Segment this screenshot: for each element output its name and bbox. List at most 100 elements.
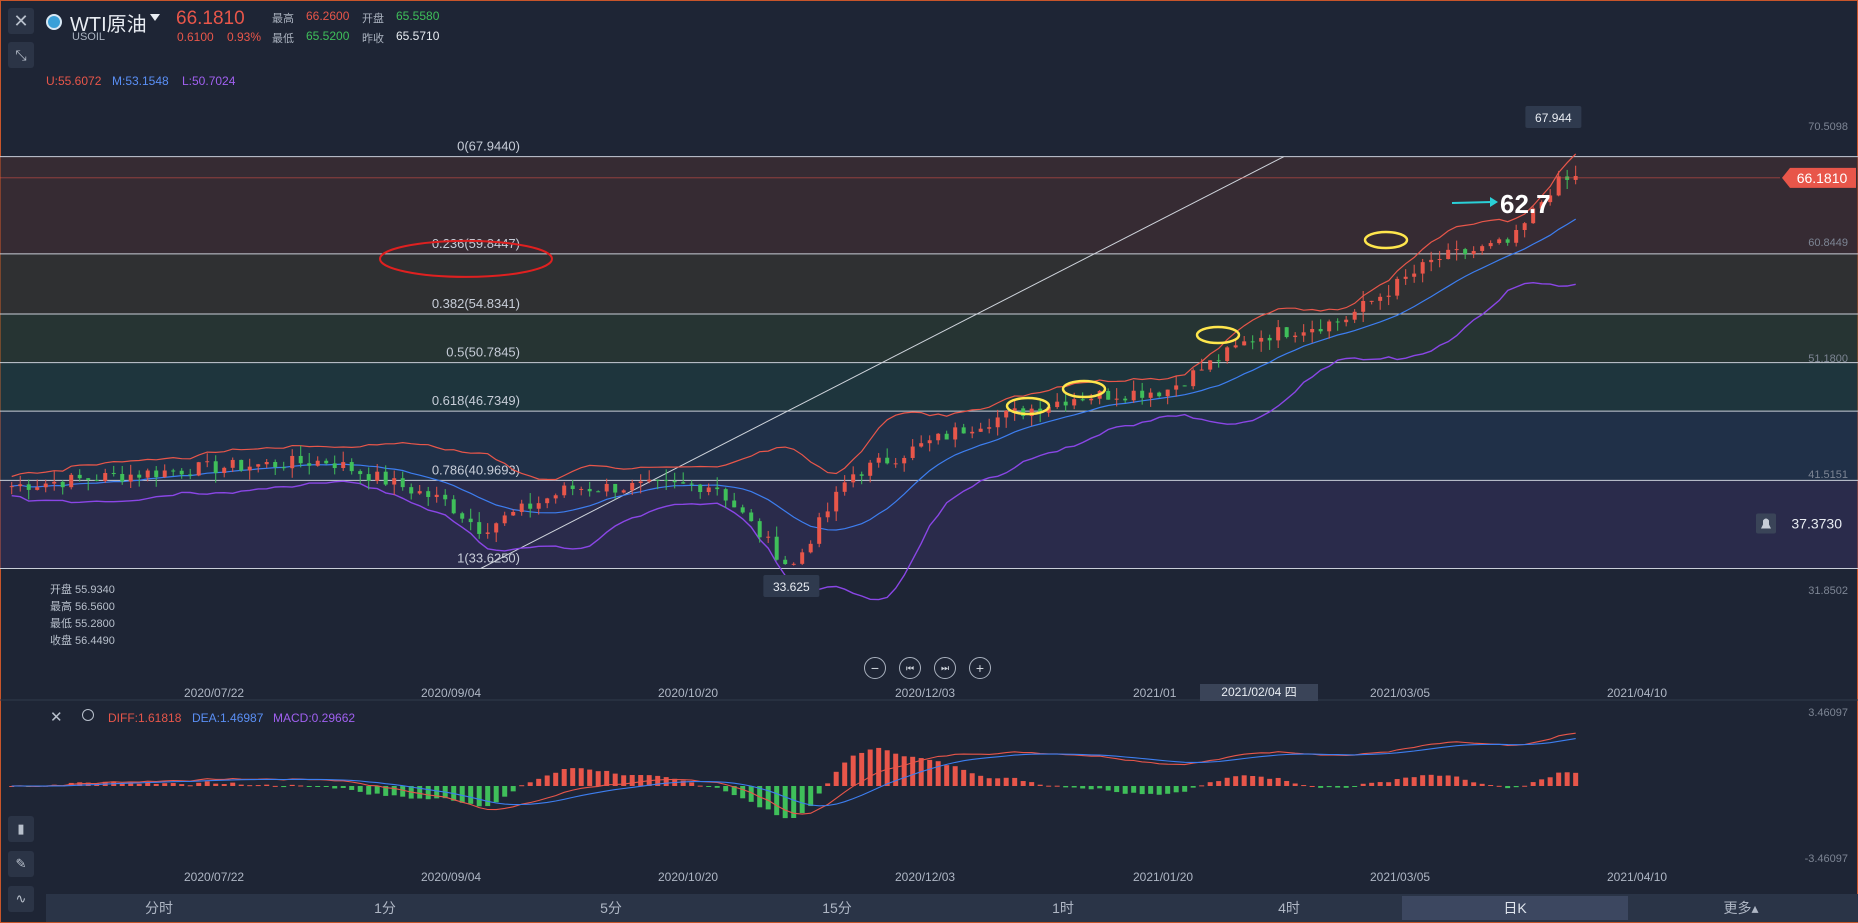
candle [1276,327,1281,341]
macd-bar [706,786,712,787]
fib-label: 0.618(46.7349) [432,393,520,408]
macd-bar [1012,777,1018,786]
candle [587,488,592,492]
macd-bar [340,786,346,788]
chevron-down-icon[interactable] [150,14,160,21]
candle [324,460,329,464]
macd-bar [680,780,686,786]
macd-bar [1539,779,1545,786]
macd-bar [1122,786,1128,794]
candle [698,484,703,493]
macd-bar [995,778,1001,786]
candle [205,461,210,463]
macd-bar [502,786,508,797]
close-icon[interactable]: ✕ [8,8,34,34]
candle [893,463,898,465]
macd-bar [1029,782,1035,786]
candle [35,487,40,490]
macd-bar [1224,777,1230,786]
ohlc-close: 收盘 56.4490 [50,635,115,647]
fib-label: 0.5(50.7845) [446,345,520,360]
tab-4h[interactable]: 4时 [1278,900,1300,916]
macd-bar [1564,772,1570,786]
macd-bar [357,786,363,792]
zoom-out-icon[interactable]: − [864,657,886,679]
candle [86,478,91,480]
macd-bar [1530,782,1536,786]
symbol-title[interactable]: WTI原油 [70,14,147,36]
candle [1420,262,1425,274]
tab-1m[interactable]: 1分 [374,900,396,916]
macd-bar [1063,786,1069,788]
macd-bar [519,785,525,787]
fib-label: 0(67.9440) [457,139,520,154]
candle [222,467,227,473]
macd-bar [748,786,754,802]
tab-15m[interactable]: 15分 [822,900,852,916]
candle [961,427,966,434]
candle [995,417,1000,428]
macd-bar [476,786,482,807]
candle [562,485,567,496]
jump-end-icon[interactable]: ⏭ [934,657,956,679]
jump-start-icon[interactable]: ⏮ [899,657,921,679]
macd-bar [1462,779,1468,786]
settings-icon[interactable] [82,709,94,721]
macd-bar [1309,785,1315,787]
candle [392,478,397,485]
boll-middle: M:53.1548 [112,74,169,88]
indicator-tool-icon[interactable]: ∿ [8,886,34,912]
highlight-ellipse [1363,230,1409,250]
macd-bar [162,783,168,786]
price-change-pct: 0.93% [227,30,262,44]
collapse-icon[interactable]: ⤡ [8,42,34,68]
candle [655,479,660,481]
close-icon[interactable]: ✕ [50,709,63,726]
tab-more[interactable]: 更多▴ [1723,900,1759,916]
candle [1556,176,1561,196]
candle [1233,345,1238,348]
macd-bar [1488,785,1494,787]
macd-bar [553,772,559,786]
candle [1463,249,1468,255]
macd-bar [1522,785,1528,787]
candle [1140,390,1145,398]
macd-bar [910,756,916,786]
date-label: 2020/10/20 [658,686,719,700]
macd-bar [578,768,584,786]
candle [1174,385,1179,390]
macd-bar [1496,785,1502,787]
candle [417,491,422,494]
tab-daily[interactable]: 日K [1402,896,1628,920]
macd-bar [1071,786,1077,788]
candle [953,427,958,440]
candle [375,471,380,481]
macd-bar [213,783,219,786]
candle [188,474,193,476]
date-label: 2020/12/03 [895,686,956,700]
macd-bar [170,783,176,786]
candle [1310,328,1315,333]
candle [1344,319,1349,323]
candle [740,507,745,513]
candle [196,462,201,476]
highlight-ellipse [1195,325,1241,345]
macd-bar [1080,786,1086,789]
macd-bar [1037,784,1043,786]
zoom-in-icon[interactable]: + [969,657,991,679]
target-price: 62.7 [1500,189,1551,219]
candle [1352,311,1357,320]
candle [723,489,728,501]
candle-tool-icon[interactable]: ▮ [8,816,34,842]
pen-tool-icon[interactable]: ✎ [8,851,34,877]
macd-bar [1445,775,1451,786]
tab-5m[interactable]: 5分 [600,900,622,916]
fib-zone [0,362,1858,412]
candle [307,463,312,466]
tab-timeshare[interactable]: 分时 [145,900,173,916]
open-label: 开盘 [362,13,384,25]
tab-1h[interactable]: 1时 [1052,900,1074,916]
macd-bar [238,784,244,786]
macd-bar [417,786,423,799]
